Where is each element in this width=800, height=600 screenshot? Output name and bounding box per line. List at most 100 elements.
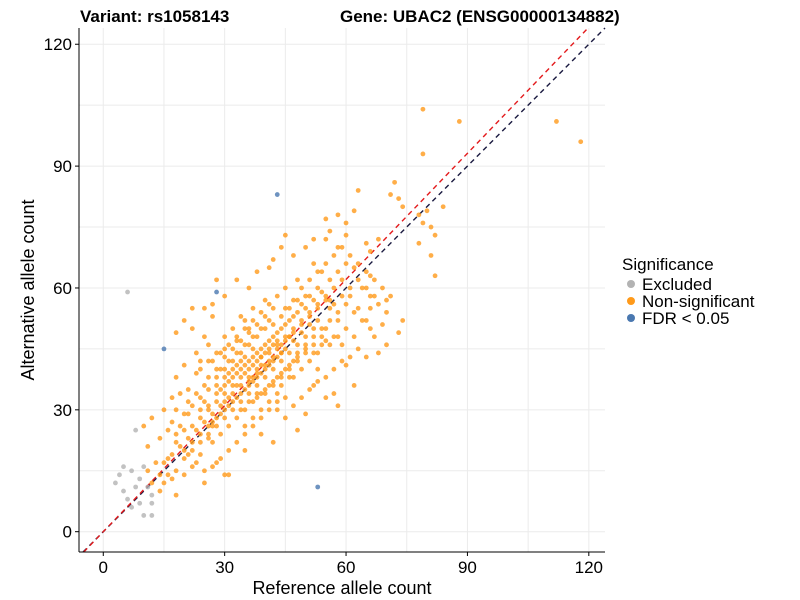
point-non-significant: [173, 431, 179, 437]
point-non-significant: [343, 232, 349, 238]
point-non-significant: [299, 318, 304, 323]
point-non-significant: [278, 383, 284, 388]
point-non-significant: [428, 224, 434, 230]
point-non-significant: [210, 358, 215, 364]
point-non-significant: [262, 342, 268, 348]
point-non-significant: [282, 285, 288, 291]
point-non-significant: [396, 330, 402, 336]
legend-title: Significance: [622, 255, 714, 274]
point-non-significant: [295, 427, 300, 433]
legend-swatch-fdr: [627, 314, 635, 322]
point-non-significant: [238, 350, 244, 356]
point-non-significant: [351, 383, 357, 388]
point-non-significant: [319, 334, 325, 340]
point-non-significant: [246, 391, 252, 396]
point-non-significant: [238, 358, 244, 364]
point-non-significant: [335, 212, 341, 218]
point-non-significant: [299, 366, 304, 372]
point-non-significant: [181, 456, 187, 461]
point-non-significant: [214, 383, 219, 388]
point-non-significant: [173, 330, 179, 336]
point-non-significant: [262, 297, 268, 303]
point-non-significant: [262, 391, 268, 396]
point-non-significant: [291, 374, 296, 380]
point-non-significant: [376, 301, 381, 307]
point-non-significant: [214, 391, 219, 396]
point-non-significant: [242, 431, 248, 437]
point-non-significant: [343, 301, 349, 307]
point-non-significant: [254, 366, 260, 372]
point-non-significant: [376, 350, 381, 356]
point-non-significant: [230, 326, 236, 331]
point-non-significant: [266, 350, 272, 356]
point-non-significant: [307, 314, 313, 319]
point-non-significant: [262, 350, 268, 356]
point-non-significant: [295, 342, 300, 348]
point-non-significant: [165, 456, 171, 461]
point-non-significant: [420, 220, 426, 226]
point-non-significant: [311, 334, 317, 340]
point-non-significant: [177, 443, 183, 449]
point-non-significant: [331, 285, 337, 291]
point-non-significant: [266, 362, 272, 368]
point-non-significant: [327, 297, 333, 303]
point-non-significant: [246, 330, 252, 336]
point-non-significant: [230, 374, 236, 380]
point-non-significant: [242, 342, 248, 348]
point-non-significant: [157, 488, 163, 494]
point-non-significant: [222, 354, 228, 360]
point-non-significant: [343, 362, 349, 368]
point-non-significant: [315, 269, 321, 275]
point-non-significant: [270, 383, 276, 388]
point-non-significant: [315, 318, 321, 323]
point-non-significant: [287, 305, 292, 311]
point-non-significant: [270, 342, 276, 348]
point-non-significant: [250, 399, 256, 405]
point-non-significant: [254, 391, 260, 396]
point-non-significant: [278, 370, 284, 376]
point-non-significant: [185, 387, 191, 392]
point-non-significant: [303, 334, 308, 340]
point-non-significant: [258, 391, 264, 396]
point-non-significant: [367, 305, 373, 311]
point-non-significant: [303, 244, 308, 250]
point-non-significant: [177, 423, 183, 429]
point-non-significant: [242, 354, 248, 360]
x-tick-label: 30: [215, 558, 234, 577]
point-non-significant: [384, 297, 389, 303]
point-non-significant: [295, 277, 300, 283]
point-non-significant: [315, 350, 321, 356]
point-non-significant: [282, 338, 288, 344]
point-non-significant: [173, 407, 179, 413]
point-non-significant: [335, 269, 341, 275]
point-non-significant: [258, 346, 264, 352]
point-non-significant: [185, 452, 191, 457]
point-non-significant: [355, 305, 361, 311]
point-excluded: [125, 289, 130, 295]
point-non-significant: [396, 196, 402, 202]
point-non-significant: [278, 350, 284, 356]
point-non-significant: [206, 358, 211, 364]
point-non-significant: [270, 358, 276, 364]
point-non-significant: [206, 342, 211, 348]
point-non-significant: [234, 415, 240, 421]
point-non-significant: [246, 399, 252, 405]
point-non-significant: [400, 204, 406, 210]
point-excluded: [137, 500, 143, 506]
point-non-significant: [335, 403, 341, 409]
point-non-significant: [347, 285, 353, 291]
point-non-significant: [282, 346, 288, 352]
point-non-significant: [202, 419, 207, 425]
point-non-significant: [169, 395, 175, 401]
point-non-significant: [282, 395, 288, 401]
point-non-significant: [323, 216, 329, 222]
point-non-significant: [355, 277, 361, 283]
point-excluded: [133, 427, 139, 433]
point-non-significant: [331, 301, 337, 307]
point-non-significant: [270, 305, 276, 311]
point-non-significant: [416, 240, 422, 246]
point-non-significant: [303, 346, 308, 352]
point-non-significant: [226, 378, 232, 384]
point-non-significant: [185, 411, 191, 417]
point-non-significant: [258, 431, 264, 437]
